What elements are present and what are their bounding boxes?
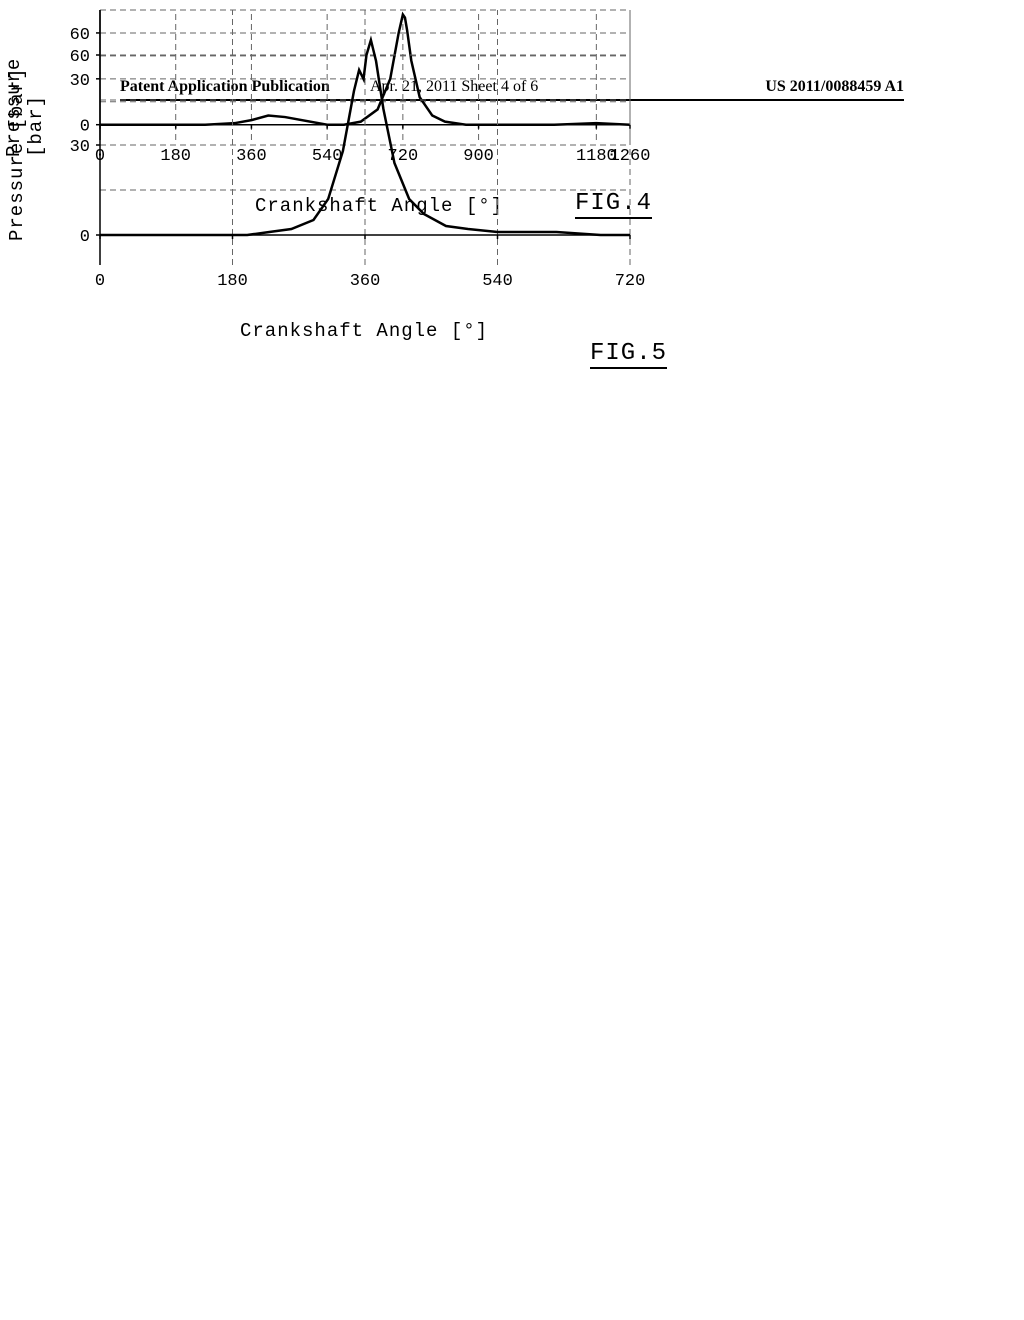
svg-text:0: 0 (80, 228, 90, 247)
svg-text:360: 360 (350, 272, 381, 291)
svg-text:60: 60 (70, 48, 90, 67)
chart-5-svg: 0 30 60 0 180 360 540 720 (60, 0, 660, 300)
svg-text:720: 720 (615, 272, 646, 291)
svg-text:180: 180 (217, 272, 248, 291)
svg-text:0: 0 (95, 272, 105, 291)
svg-text:30: 30 (70, 138, 90, 157)
svg-text:540: 540 (482, 272, 513, 291)
header-right: US 2011/0088459 A1 (765, 78, 904, 96)
chart-5-ylabel: Pressure [bar] (6, 61, 28, 241)
chart-5-xlabel: Crankshaft Angle [°] (240, 320, 488, 342)
fig-5-label: FIG.5 (590, 340, 667, 369)
figure-5: 030600180360540720 Pressure [bar] Cranks… (0, 210, 600, 550)
